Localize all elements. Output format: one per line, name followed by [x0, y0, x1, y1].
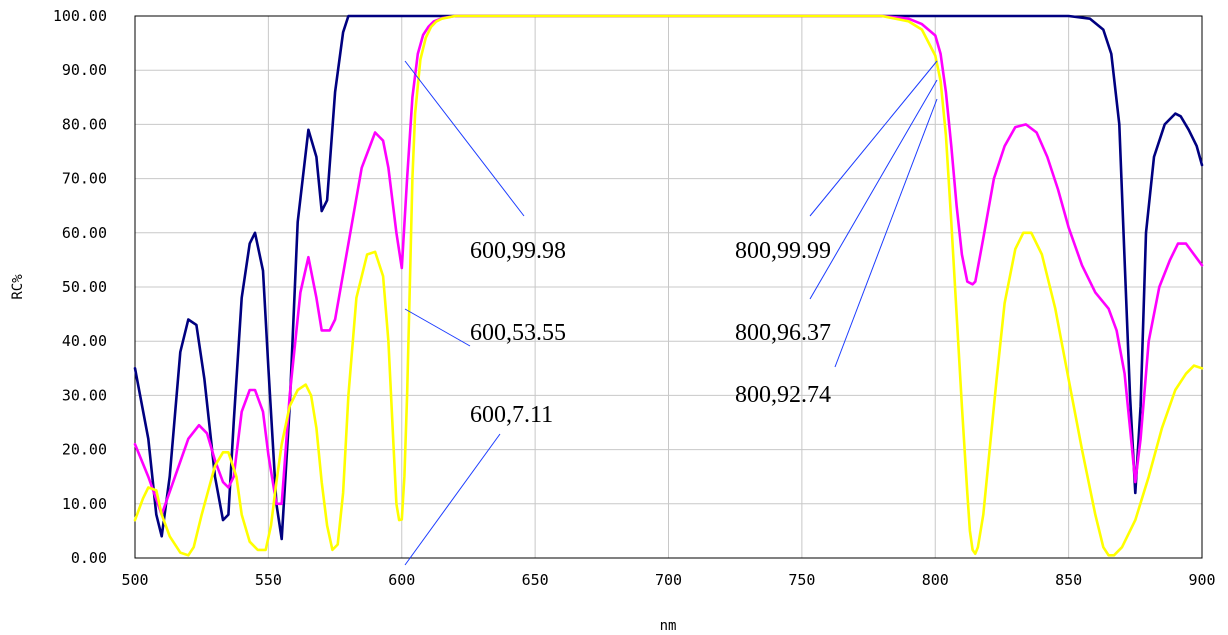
series-line-1 — [133, 14, 1204, 541]
series-line-3 — [133, 14, 1204, 557]
annotation-leader-line — [834, 98, 938, 368]
y-tick-labels: 0.00 10.00 20.00 30.00 40.00 50.00 60.00 70.00 8… — [53, 7, 107, 567]
y-axis-label: RC% — [10, 274, 26, 300]
annotation-label: 800,99.99 — [735, 238, 831, 264]
annotation-label: 800,96.37 — [735, 320, 831, 346]
x-tick-label: 550 — [255, 571, 282, 589]
y-tick-label: 90.00 — [62, 61, 107, 79]
y-tick-label: 0.00 — [71, 549, 107, 567]
x-tick-label: 750 — [788, 571, 815, 589]
x-tick-label: 900 — [1188, 571, 1215, 589]
x-tick-label: 650 — [522, 571, 549, 589]
y-tick-label: 50.00 — [62, 278, 107, 296]
annotation-label: 800,92.74 — [735, 382, 831, 408]
y-tick-label: 80.00 — [62, 115, 107, 133]
y-tick-label: 40.00 — [62, 332, 107, 350]
annotation-label: 600,99.98 — [470, 238, 566, 264]
annotation-leader-line — [809, 60, 938, 217]
x-tick-label: 850 — [1055, 571, 1082, 589]
annotation-leader-line — [809, 79, 938, 300]
x-tick-label: 800 — [922, 571, 949, 589]
y-tick-label: 30.00 — [62, 386, 107, 404]
x-tick-label: 700 — [655, 571, 682, 589]
y-tick-label: 70.00 — [62, 170, 107, 188]
x-tick-label: 500 — [121, 571, 148, 589]
annotation-leader-line — [404, 60, 525, 217]
y-tick-label: 10.00 — [62, 495, 107, 513]
grid — [134, 15, 1203, 559]
y-tick-label: 20.00 — [62, 441, 107, 459]
annotation-labels: 600,99.98 600,53.55 600,7.11 800,99.99 800,9… — [470, 238, 831, 428]
annotation-leader-lines — [404, 60, 938, 566]
series-lines — [133, 14, 1204, 557]
annotation-leader-line — [404, 308, 471, 347]
annotation-label: 600,53.55 — [470, 320, 566, 346]
x-tick-labels: 500 550 600 650 700 750 800 850 900 — [121, 571, 1215, 589]
y-tick-label: 60.00 — [62, 224, 107, 242]
x-tick-label: 600 — [388, 571, 415, 589]
x-axis-label: nm — [660, 618, 677, 634]
annotation-label: 600,7.11 — [470, 402, 553, 428]
annotation-leader-line — [404, 433, 501, 566]
y-tick-label: 100.00 — [53, 7, 107, 25]
